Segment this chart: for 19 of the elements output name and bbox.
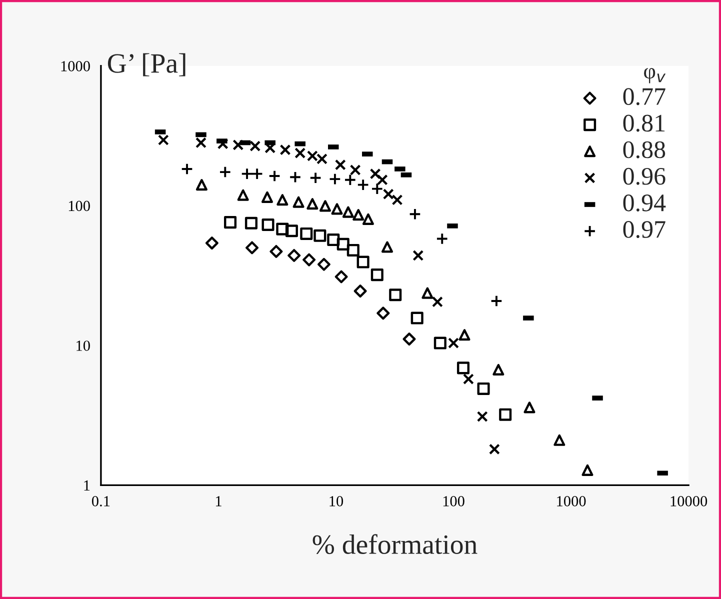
legend-label: 0.81 <box>623 114 665 132</box>
legend-label: 0.77 <box>623 88 666 106</box>
x-axis-title: % deformation <box>312 534 478 554</box>
y-tick-label: 100 <box>68 200 90 212</box>
x-tick-label: 1 <box>216 496 222 506</box>
legend-label: 0.88 <box>623 141 666 158</box>
y-tick-label: 1 <box>84 480 90 490</box>
x-tick-label: 1000 <box>557 496 586 506</box>
legend-label: 0.97 <box>623 221 666 238</box>
x-tick-label: 10 <box>330 496 344 506</box>
x-tick-label: 10000 <box>670 496 708 506</box>
legend-label: 0.96 <box>623 168 666 185</box>
x-tick-label: 0.1 <box>92 496 110 506</box>
y-tick-label: 1000 <box>61 61 90 72</box>
y-axis-title: G’ [Pa] <box>108 53 186 76</box>
legend-title: φ$_{v}$ <box>644 68 666 84</box>
x-tick-label: 100 <box>443 496 464 506</box>
legend-label: 0.94 <box>623 194 666 212</box>
y-tick-label: 10 <box>76 340 90 351</box>
